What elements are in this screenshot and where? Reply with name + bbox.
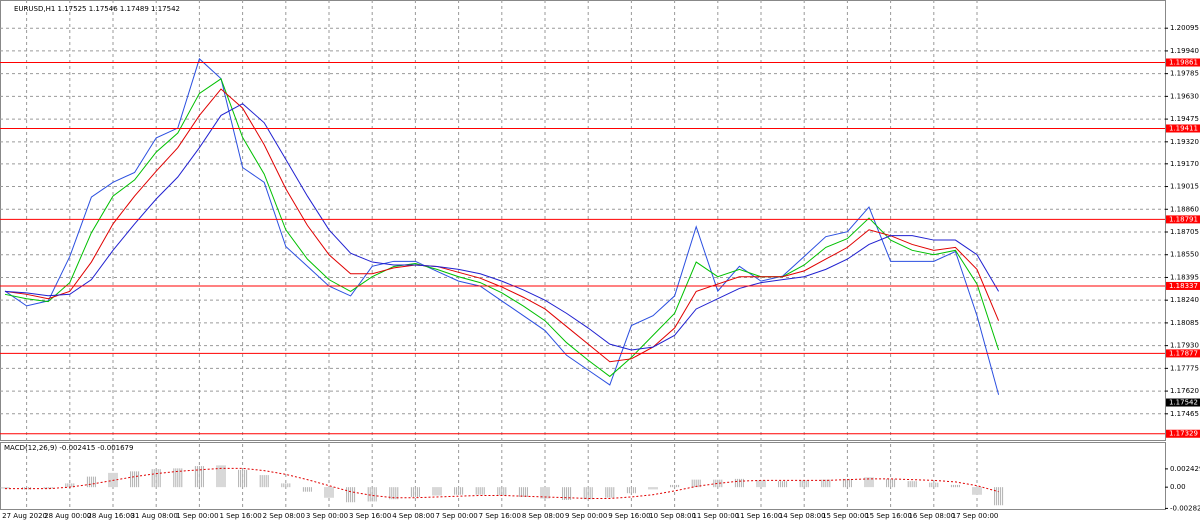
y-tick-label: 1.19320	[1170, 138, 1199, 146]
x-tick-label: 9 Sep 00:00	[565, 512, 607, 520]
moving-average	[4, 103, 1000, 351]
level-label: 1.19411	[1169, 124, 1198, 132]
x-tick-label: 3 Sep 16:00	[349, 512, 391, 520]
macd-title: MACD(12,26,9) -0.002415 -0.001679	[4, 444, 133, 452]
moving-average	[4, 78, 1000, 378]
y-tick-label: 1.18705	[1170, 228, 1199, 236]
y-tick-label: 1.18085	[1170, 319, 1199, 327]
y-tick-label: 1.19170	[1170, 160, 1199, 168]
level-label: 1.18337	[1169, 282, 1198, 290]
y-tick-label: 0.002429	[1170, 465, 1200, 473]
y-tick-label: 1.19785	[1170, 70, 1199, 78]
y-tick-label: 1.17620	[1170, 387, 1199, 395]
x-tick-label: 8 Sep 08:00	[522, 512, 564, 520]
x-tick-label: 15 Sep 00:00	[822, 512, 869, 520]
y-tick-label: 1.18860	[1170, 205, 1199, 213]
level-label: 1.18791	[1169, 215, 1198, 223]
x-tick-label: 11 Sep 00:00	[692, 512, 739, 520]
level-label: 1.17329	[1169, 430, 1198, 438]
x-tick-label: 16 Sep 08:00	[908, 512, 955, 520]
x-tick-label: 28 Aug 16:00	[87, 512, 134, 520]
level-tag	[1166, 429, 1200, 438]
y-tick-label: 0.00	[1170, 483, 1186, 491]
x-tick-label: 7 Sep 00:00	[435, 512, 477, 520]
y-tick-label: 1.19475	[1170, 115, 1199, 123]
y-tick-label: 1.17465	[1170, 410, 1199, 418]
x-tick-label: 7 Sep 16:00	[479, 512, 521, 520]
x-tick-label: 17 Sep 00:00	[952, 512, 999, 520]
y-tick-label: 1.17930	[1170, 342, 1199, 350]
x-tick-label: 1 Sep 16:00	[219, 512, 261, 520]
level-tag	[1166, 215, 1200, 224]
y-tick-label: 1.19015	[1170, 183, 1199, 191]
x-tick-label: 4 Sep 08:00	[392, 512, 434, 520]
last-price-label: 1.17542	[1169, 399, 1198, 407]
x-tick-label: 14 Sep 08:00	[779, 512, 826, 520]
x-tick-label: 11 Sep 16:00	[736, 512, 783, 520]
level-tag	[1166, 349, 1200, 358]
y-tick-label: 1.17775	[1170, 364, 1199, 372]
price-line	[4, 57, 1000, 395]
main-pane	[0, 0, 1166, 441]
y-tick-label: 1.18240	[1170, 296, 1199, 304]
last-price-tag	[1166, 398, 1200, 407]
level-tag	[1166, 281, 1200, 290]
chart-title: EURUSD,H1 1.17525 1.17546 1.17489 1.1754…	[14, 5, 180, 13]
y-tick-label: 1.19940	[1170, 47, 1199, 55]
x-tick-label: 2 Sep 08:00	[263, 512, 305, 520]
macd-pane	[0, 442, 1166, 510]
y-tick-label: 1.19630	[1170, 92, 1199, 100]
x-tick-label: 10 Sep 08:00	[649, 512, 696, 520]
level-tag	[1166, 58, 1200, 67]
x-tick-label: 28 Aug 00:00	[44, 512, 91, 520]
x-tick-label: 3 Sep 00:00	[306, 512, 348, 520]
x-tick-label: 1 Sep 00:00	[176, 512, 218, 520]
x-tick-label: 31 Aug 08:00	[131, 512, 178, 520]
level-tag	[1166, 124, 1200, 133]
y-tick-label: -0.002822	[1170, 504, 1200, 512]
x-tick-label: 27 Aug 2020	[2, 512, 47, 520]
signal-line	[5, 467, 999, 499]
y-tick-label: 1.18395	[1170, 273, 1199, 281]
y-tick-label: 1.18550	[1170, 251, 1199, 259]
x-tick-label: 9 Sep 16:00	[608, 512, 650, 520]
x-tick-label: 15 Sep 16:00	[865, 512, 912, 520]
moving-average	[4, 88, 1000, 363]
y-tick-label: 1.20095	[1170, 24, 1199, 32]
level-label: 1.19861	[1169, 59, 1198, 67]
level-label: 1.17877	[1169, 349, 1198, 357]
